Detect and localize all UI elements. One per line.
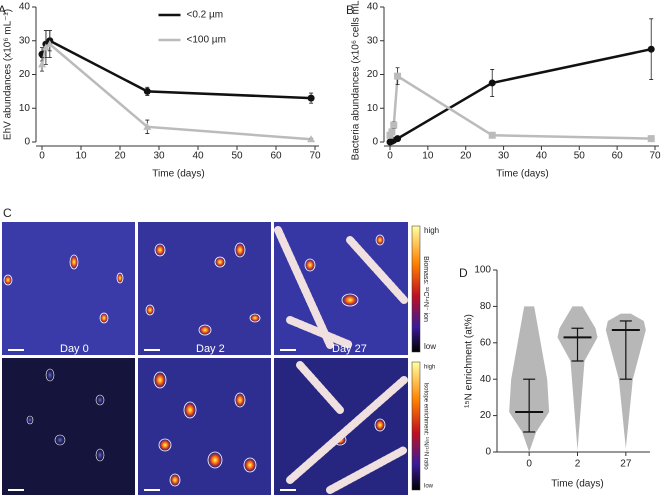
scale-title: Biomass: ¹²C¹⁴N⁻ ion (422, 256, 429, 322)
marker (143, 122, 152, 130)
marker (390, 121, 398, 129)
marker (307, 135, 316, 143)
y-tick-label: 0 (372, 137, 378, 148)
filaments (274, 226, 408, 494)
x-tick-label: 30 (153, 151, 165, 162)
y-tick-label: 30 (19, 35, 31, 46)
marker (38, 60, 46, 68)
x-axis-label: Time (days) (551, 479, 603, 490)
scale-high: high (424, 226, 439, 235)
y-tick-label: 10 (19, 103, 31, 114)
scale-high: high (424, 365, 435, 371)
line (388, 74, 652, 140)
y-tick-label: 80 (480, 301, 492, 312)
cells-dim (26, 368, 105, 462)
panel-letter: B (346, 3, 354, 17)
marker (45, 40, 54, 48)
day-label: Day 2 (196, 343, 225, 355)
scale-low: low (424, 342, 436, 351)
day-label: Day 27 (332, 343, 367, 355)
x-tick-label: 20 (460, 151, 472, 162)
y-tick-label: 20 (19, 69, 31, 80)
x-tick-label: 40 (192, 151, 204, 162)
distribution (557, 306, 598, 451)
x-tick-label: 70 (309, 151, 321, 162)
scale-bars (8, 349, 296, 491)
marker (488, 79, 496, 87)
y-tick-label: 0 (485, 447, 491, 458)
y-tick-label: 40 (480, 374, 492, 385)
legend-label: <100 µm (187, 35, 226, 46)
y-tick-label: 10 (367, 103, 379, 114)
x-tick-label: 50 (231, 151, 243, 162)
x-tick-label: 10 (422, 151, 434, 162)
x-tick-label: 30 (498, 151, 510, 162)
distribution (605, 313, 646, 449)
x-tick-label: 60 (270, 151, 282, 162)
x-axis-label: Time (days) (152, 169, 204, 180)
marker (394, 135, 402, 143)
image (2, 358, 135, 495)
x-tick-label: 0 (39, 151, 45, 162)
legend-label: <0.2 µm (187, 10, 224, 21)
marker (647, 135, 655, 143)
marker (388, 128, 396, 136)
panel-c: C Day 0 Day 2 Day 27 high low high low B… (2, 206, 439, 495)
y-tick-label: 0 (24, 137, 30, 148)
x-tick-label: 50 (574, 151, 586, 162)
y-tick-label: 40 (19, 2, 31, 13)
y-tick-label: 20 (480, 410, 492, 421)
panel-letter: A (0, 3, 6, 17)
marker (307, 94, 315, 102)
x-axis-label: Time (days) (496, 169, 548, 180)
marker (143, 87, 151, 95)
scale-low: low (424, 484, 434, 490)
image (2, 222, 135, 355)
y-tick-label: 30 (367, 35, 379, 46)
y-tick-label: 20 (367, 69, 379, 80)
x-tick-label: 0 (387, 151, 393, 162)
y-tick-label: 60 (480, 337, 492, 348)
x-tick-label: 40 (536, 151, 548, 162)
y-tick-label: 40 (367, 2, 379, 13)
marker (488, 131, 496, 139)
panel-letter: C (3, 206, 12, 220)
line (40, 39, 312, 100)
x-tick-label: 20 (114, 151, 126, 162)
color-bar (411, 361, 421, 491)
color-bar (411, 225, 421, 353)
y-axis-label: ¹⁵N enrichment (at%) (464, 314, 475, 408)
x-tick-label: 27 (620, 459, 632, 470)
y-axis-label: Bacteria abundances (x10⁶ cells mL⁻¹) (351, 0, 362, 160)
y-tick-label: 100 (474, 265, 491, 276)
x-tick-label: 10 (75, 151, 87, 162)
panel-letter: D (459, 266, 468, 280)
scale-title: Isotope enrichment: ¹⁵N/¹⁴N ratio (422, 382, 429, 470)
image (274, 222, 408, 355)
x-tick-label: 70 (649, 151, 661, 162)
marker (647, 45, 655, 53)
x-tick-label: 60 (612, 151, 624, 162)
marker (394, 72, 402, 80)
y-axis-label: EhV abundances (x10⁶ mL⁻¹) (3, 9, 14, 140)
day-label: Day 0 (60, 343, 89, 355)
x-tick-label: 2 (575, 459, 581, 470)
x-tick-label: 0 (526, 459, 532, 470)
